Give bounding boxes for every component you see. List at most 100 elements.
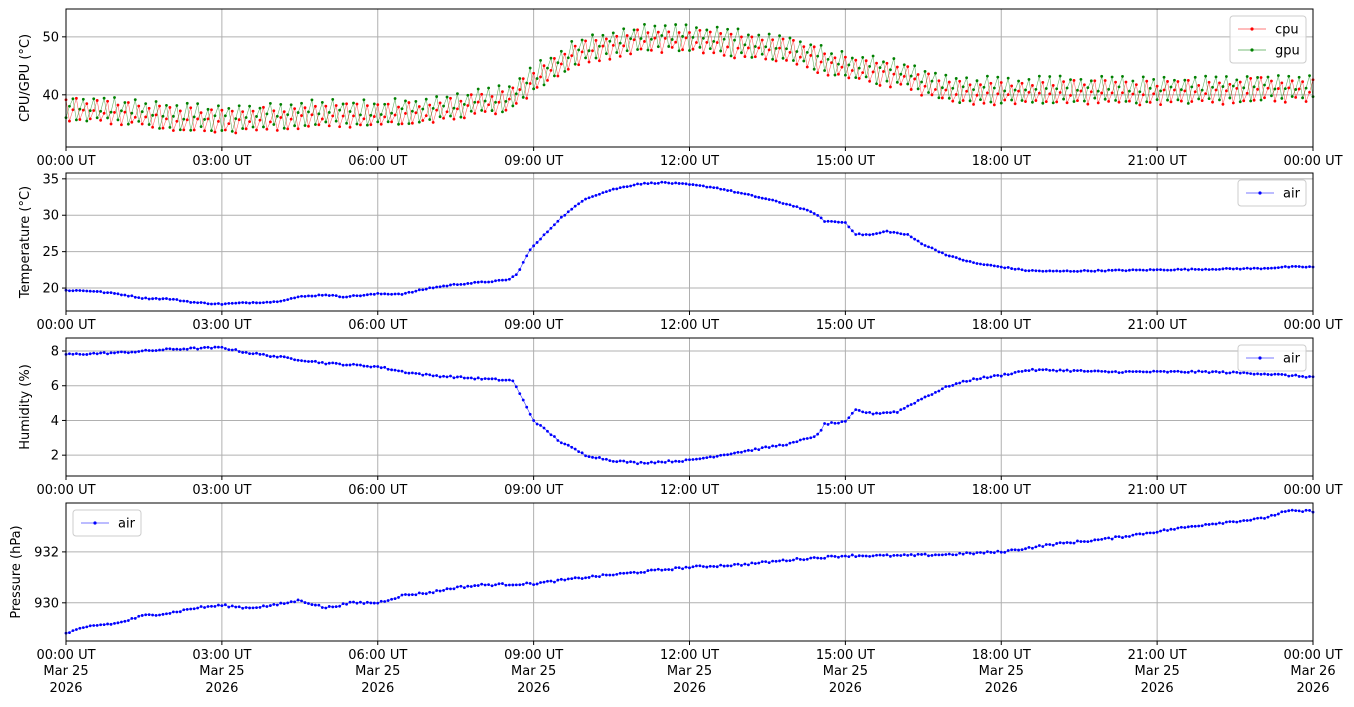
cpu-data-point (715, 41, 719, 44)
cpu-data-point (1141, 93, 1145, 97)
air-data-point (944, 385, 948, 388)
gpu-data-point (501, 110, 504, 114)
gpu-data-point (840, 49, 844, 53)
air-data-point (147, 349, 151, 352)
air-data-point (1155, 369, 1159, 373)
air-data-point (795, 440, 799, 444)
air-data-point (525, 405, 529, 409)
air-data-point (310, 603, 314, 606)
air-data-point (850, 229, 854, 233)
air-data-point (81, 289, 85, 293)
gpu-data-point (646, 48, 650, 52)
cpu-data-point (850, 69, 854, 72)
cpu-data-point (1166, 80, 1169, 83)
air-data-point (348, 600, 352, 604)
air-data-point (1013, 548, 1017, 552)
gpu-data-point (303, 124, 307, 127)
air-data-point (695, 183, 698, 187)
gpu-data-point (965, 76, 969, 80)
cpu-data-point (393, 113, 397, 117)
gpu-data-point (1301, 96, 1305, 100)
cpu-data-point (636, 28, 639, 32)
air-data-point (220, 303, 224, 306)
air-data-point (365, 293, 369, 297)
air-data-point (861, 410, 865, 414)
air-data-point (916, 239, 920, 243)
cpu-data-point (71, 108, 75, 112)
x-tick-date: Mar 25 (1135, 664, 1180, 679)
air-data-point (407, 290, 411, 294)
air-data-point (1162, 268, 1166, 272)
gpu-data-point (1259, 98, 1263, 102)
air-data-point (1141, 370, 1145, 374)
air-data-point (975, 262, 979, 265)
gpu-data-point (712, 39, 716, 43)
air-data-point (1211, 267, 1214, 271)
gpu-data-point (383, 102, 387, 106)
air-data-point (116, 350, 120, 354)
cpu-data-point (1037, 91, 1041, 95)
air-data-point (857, 232, 861, 236)
air-data-point (320, 606, 324, 609)
air-data-point (1044, 543, 1048, 546)
air-data-point (449, 374, 452, 378)
air-data-point (501, 278, 504, 282)
air-data-point (165, 347, 168, 351)
x-tick-date: Mar 25 (355, 664, 400, 679)
gpu-data-point (223, 114, 227, 118)
air-data-point (178, 299, 182, 303)
cpu-data-point (178, 109, 182, 113)
air-data-point (1138, 370, 1142, 373)
cpu-data-point (591, 49, 594, 53)
cpu-data-point (88, 117, 92, 121)
gpu-data-point (1128, 89, 1131, 93)
gpu-data-point (639, 37, 643, 40)
cpu-data-point (300, 114, 303, 117)
air-data-point (359, 600, 362, 604)
gpu-data-point (442, 104, 445, 108)
air-data-point (688, 183, 691, 186)
air-data-point (556, 219, 560, 223)
air-data-point (355, 601, 359, 605)
gpu-data-point (636, 48, 639, 51)
air-data-point (1204, 370, 1208, 373)
air-data-point (410, 371, 414, 375)
air-data-point (1134, 268, 1138, 272)
air-data-point (611, 459, 615, 463)
air-data-point (681, 460, 684, 463)
x-tick-label: 15:00 UT (816, 483, 875, 498)
air-data-point (1294, 373, 1298, 377)
cpu-data-point (452, 117, 456, 121)
gpu-data-point (1072, 100, 1076, 103)
air-data-point (116, 621, 120, 625)
cpu-data-point (819, 60, 823, 64)
air-data-point (1124, 534, 1128, 538)
cpu-data-point (1117, 100, 1121, 104)
cpu-data-point (989, 81, 993, 85)
air-data-point (130, 350, 134, 354)
air-data-point (556, 578, 560, 582)
air-data-point (1263, 372, 1266, 376)
gpu-data-point (1138, 90, 1142, 94)
air-data-point (237, 605, 241, 609)
legend: air (1237, 179, 1307, 207)
x-tick-date: Mar 25 (979, 664, 1024, 679)
air-data-point (359, 294, 362, 298)
gpu-data-point (695, 26, 698, 30)
air-data-point (937, 553, 941, 557)
gpu-data-point (258, 106, 262, 110)
air-data-point (674, 566, 678, 570)
air-data-point (171, 297, 175, 301)
cpu-data-point (934, 88, 937, 91)
gpu-data-point (206, 107, 210, 111)
air-data-point (1003, 550, 1007, 554)
air-data-point (1304, 375, 1308, 379)
air-data-point (705, 185, 709, 189)
air-data-point (1256, 516, 1259, 520)
air-data-point (511, 275, 515, 278)
gpu-data-point (1093, 96, 1097, 100)
air-data-point (639, 571, 643, 574)
air-data-point (753, 447, 757, 451)
air-data-point (656, 460, 660, 464)
